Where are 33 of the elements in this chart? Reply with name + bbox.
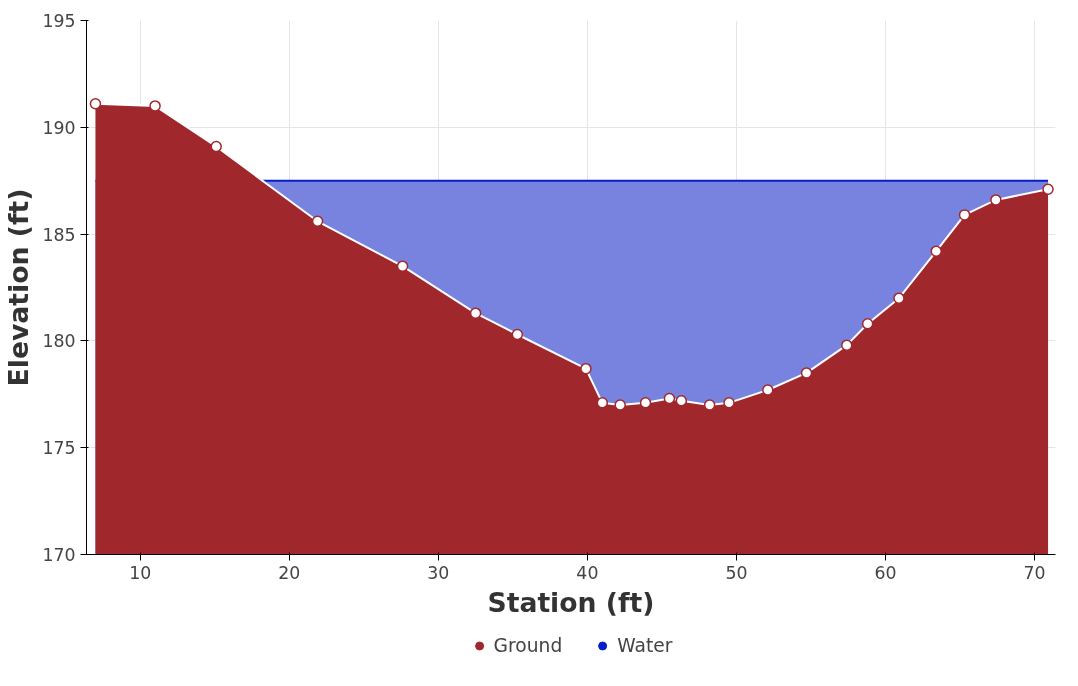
point	[469, 307, 482, 319]
point	[841, 339, 853, 351]
point	[703, 399, 716, 411]
x-tick-label: 60	[874, 562, 897, 583]
point	[580, 362, 592, 375]
point	[930, 245, 942, 257]
x-tick-label: 10	[129, 562, 152, 583]
x-axis-title: Station (ft)	[487, 586, 655, 618]
x-tick-label: 40	[576, 562, 599, 583]
point	[762, 384, 774, 396]
point	[614, 399, 626, 411]
x-tick-label: 30	[427, 562, 450, 583]
y-tick-label: 175	[42, 438, 76, 459]
point	[149, 100, 161, 112]
y-tick-label: 190	[42, 117, 76, 138]
point	[1042, 183, 1054, 195]
y-tick-label: 180	[42, 331, 76, 352]
x-tick-label: 50	[725, 562, 748, 583]
x-tick-label: 20	[278, 562, 301, 583]
y-tick-label: 185	[42, 224, 76, 245]
point	[89, 98, 102, 110]
x-tick-label: 70	[1023, 562, 1046, 583]
point	[990, 194, 1002, 206]
point	[861, 318, 874, 330]
point	[958, 209, 971, 221]
legend-label: Ground	[493, 634, 563, 656]
y-tick-label: 170	[42, 545, 76, 565]
point	[800, 367, 813, 379]
y-tick-label: 195	[42, 11, 76, 31]
legend-label: Water	[617, 634, 673, 656]
point	[893, 292, 905, 304]
y-axis-title: Elevation (ft)	[3, 188, 35, 387]
point	[396, 260, 409, 272]
